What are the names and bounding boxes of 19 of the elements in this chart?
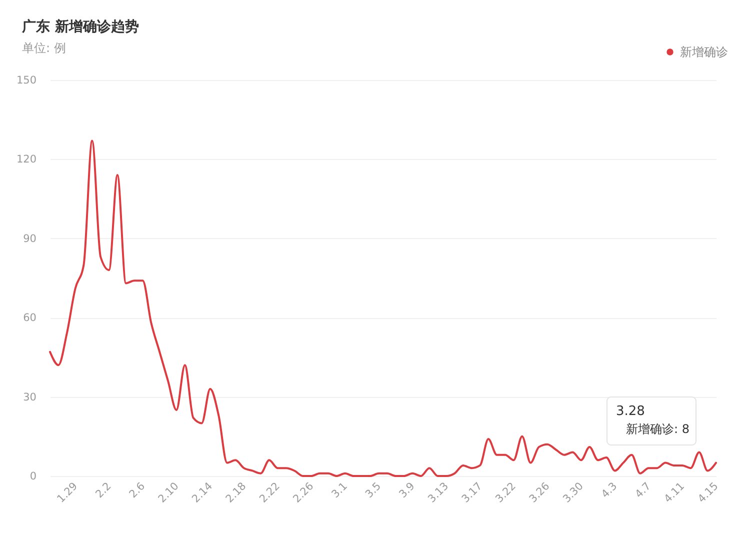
y-tick-label: 150 xyxy=(16,74,36,86)
x-tick-label: 3.5 xyxy=(363,480,384,501)
y-tick-label: 0 xyxy=(30,470,36,482)
x-tick-label: 2.2 xyxy=(93,480,114,501)
line-series xyxy=(49,140,717,477)
chart-subtitle: 单位: 例 xyxy=(22,41,66,55)
x-tick-label: 2.6 xyxy=(127,480,148,501)
y-tick-label: 120 xyxy=(16,154,36,166)
y-tick-label: 60 xyxy=(23,312,36,324)
y-tick-label: 90 xyxy=(23,232,36,245)
y-tick-label: 30 xyxy=(23,391,36,404)
x-tick-label: 4.3 xyxy=(599,480,620,501)
x-tick-label: 3.1 xyxy=(330,480,350,501)
annotation: 新增确诊: 8 xyxy=(626,422,690,436)
annotation: 3.28 xyxy=(616,404,645,419)
x-tick-label: 3.9 xyxy=(396,480,418,501)
chart-title: 广东 新增确诊趋势 xyxy=(21,18,139,35)
x-tick-label: 4.7 xyxy=(633,480,654,501)
legend-label: 新增确诊 xyxy=(680,45,728,59)
